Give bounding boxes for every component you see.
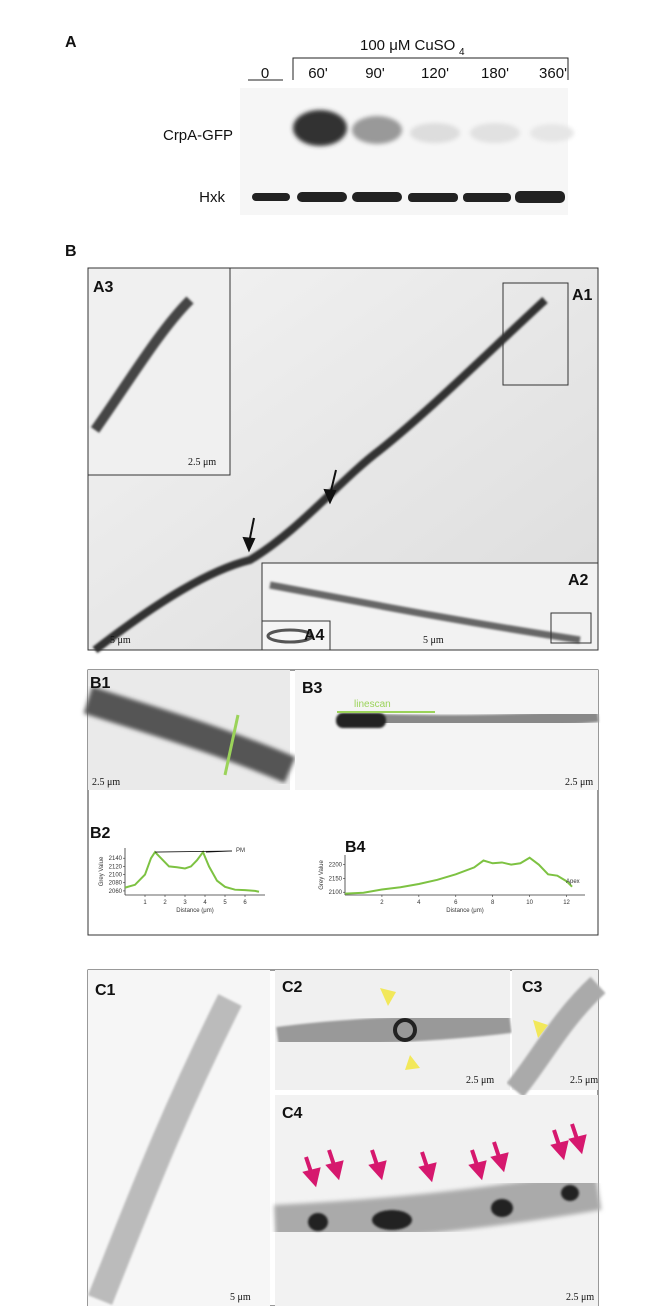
row-label: Hxk bbox=[199, 189, 225, 206]
panel-label: C1 bbox=[95, 982, 116, 999]
x-tick-label: 2 bbox=[380, 900, 384, 906]
panel-label: B3 bbox=[302, 680, 323, 697]
arrow-head bbox=[568, 1134, 587, 1155]
y-tick-label: 2060 bbox=[109, 889, 123, 895]
y-tick-label: 2100 bbox=[109, 873, 123, 879]
panel-label: C2 bbox=[282, 979, 303, 996]
panel-label: B4 bbox=[345, 839, 366, 856]
x-tick-label: 12 bbox=[563, 900, 570, 906]
lane-label: 0 bbox=[261, 65, 269, 82]
treatment-subscript: 4 bbox=[459, 47, 465, 58]
lane-label: 180' bbox=[481, 65, 509, 82]
x-tick-label: 4 bbox=[417, 900, 421, 906]
lane-label: 120' bbox=[421, 65, 449, 82]
arrow-head bbox=[368, 1160, 387, 1181]
hypha bbox=[87, 994, 242, 1305]
y-tick-label: 2080 bbox=[109, 881, 123, 887]
organelles bbox=[308, 1185, 579, 1231]
arrow-head bbox=[302, 1167, 321, 1188]
arrow-head bbox=[550, 1140, 569, 1161]
arrows bbox=[242, 469, 337, 553]
arrows bbox=[302, 1123, 587, 1188]
hypha bbox=[92, 297, 548, 654]
arrow-head bbox=[468, 1160, 487, 1181]
lane-label: 60' bbox=[308, 65, 328, 82]
blot bbox=[240, 88, 568, 215]
inset bbox=[261, 620, 331, 651]
inset-label: A4 bbox=[304, 627, 325, 644]
scale-bar: 5 μm bbox=[423, 635, 444, 646]
x-tick-label: 3 bbox=[183, 900, 187, 906]
y-tick-label: 2200 bbox=[329, 863, 343, 869]
lane-label: 360' bbox=[539, 65, 567, 82]
x-axis-label: Distance (μm) bbox=[446, 908, 483, 914]
x-tick-label: 8 bbox=[491, 900, 495, 906]
panel-label: B bbox=[65, 243, 77, 260]
panel-label: A bbox=[65, 34, 77, 51]
lane-label: 90' bbox=[365, 65, 385, 82]
x-tick-label: 6 bbox=[454, 900, 458, 906]
scale-bar: 2.5 μm bbox=[566, 1292, 594, 1303]
panel-label: C3 bbox=[522, 979, 543, 996]
arrowhead bbox=[533, 1020, 548, 1038]
hypha bbox=[90, 296, 194, 433]
treatment: 100 μM CuSO bbox=[360, 37, 455, 54]
x-tick-label: 4 bbox=[203, 900, 207, 906]
x-axis-label: Distance (μm) bbox=[176, 908, 213, 914]
arrow-head bbox=[418, 1162, 437, 1183]
hypha bbox=[83, 686, 296, 783]
annotation: PM bbox=[236, 848, 245, 854]
x-tick-label: 6 bbox=[243, 900, 247, 906]
y-tick-label: 2100 bbox=[329, 890, 343, 896]
linescan bbox=[223, 714, 240, 776]
hypha bbox=[506, 976, 606, 1098]
hxk-bands bbox=[252, 191, 565, 203]
inset-box bbox=[502, 282, 569, 386]
annotation: linescan bbox=[354, 699, 391, 710]
inset-label: A1 bbox=[572, 287, 593, 304]
x-tick-label: 2 bbox=[163, 900, 167, 906]
scale-bar: 2.5 μm bbox=[466, 1075, 494, 1086]
inset-label: A2 bbox=[568, 572, 589, 589]
scale-bar: 2.5 μm bbox=[188, 457, 216, 468]
scale-bar: 2.5 μm bbox=[92, 777, 120, 788]
annotation: Apex bbox=[566, 879, 580, 885]
scale-bar: 2.5 μm bbox=[565, 777, 593, 788]
scale-bar: 2.5 μm bbox=[570, 1075, 598, 1086]
x-tick-label: 1 bbox=[143, 900, 147, 906]
arrowhead bbox=[380, 988, 396, 1006]
y-tick-label: 2120 bbox=[109, 864, 123, 870]
arrow-head bbox=[325, 1160, 344, 1181]
hypha bbox=[266, 628, 314, 644]
hypha bbox=[269, 581, 581, 644]
pointer bbox=[205, 850, 233, 853]
y-axis-label: Grey Value bbox=[319, 860, 325, 890]
panel-label: B2 bbox=[90, 825, 111, 842]
arrow-head bbox=[490, 1152, 509, 1173]
data-line bbox=[344, 856, 573, 895]
scale-bar: 5 μm bbox=[110, 635, 131, 646]
hypha-tip bbox=[336, 713, 386, 728]
x-tick-label: 10 bbox=[526, 900, 533, 906]
row-label: CrpA-GFP bbox=[163, 127, 233, 144]
inset bbox=[87, 267, 231, 476]
data-line bbox=[124, 850, 260, 893]
scale-bar: 5 μm bbox=[230, 1292, 251, 1303]
micrograph bbox=[295, 670, 598, 790]
arrowhead bbox=[405, 1055, 420, 1070]
panel-label: C4 bbox=[282, 1105, 303, 1122]
y-tick-label: 2140 bbox=[109, 856, 123, 862]
inset-label: A3 bbox=[93, 279, 114, 296]
inset-box bbox=[550, 612, 592, 644]
hypha bbox=[276, 1007, 512, 1053]
blot-bands bbox=[293, 110, 574, 146]
panel-label: B1 bbox=[90, 675, 111, 692]
x-tick-label: 5 bbox=[223, 900, 227, 906]
organelle bbox=[393, 1018, 417, 1042]
y-axis-label: Grey Value bbox=[99, 856, 105, 886]
bracket bbox=[292, 57, 569, 80]
y-tick-label: 2150 bbox=[329, 876, 343, 882]
